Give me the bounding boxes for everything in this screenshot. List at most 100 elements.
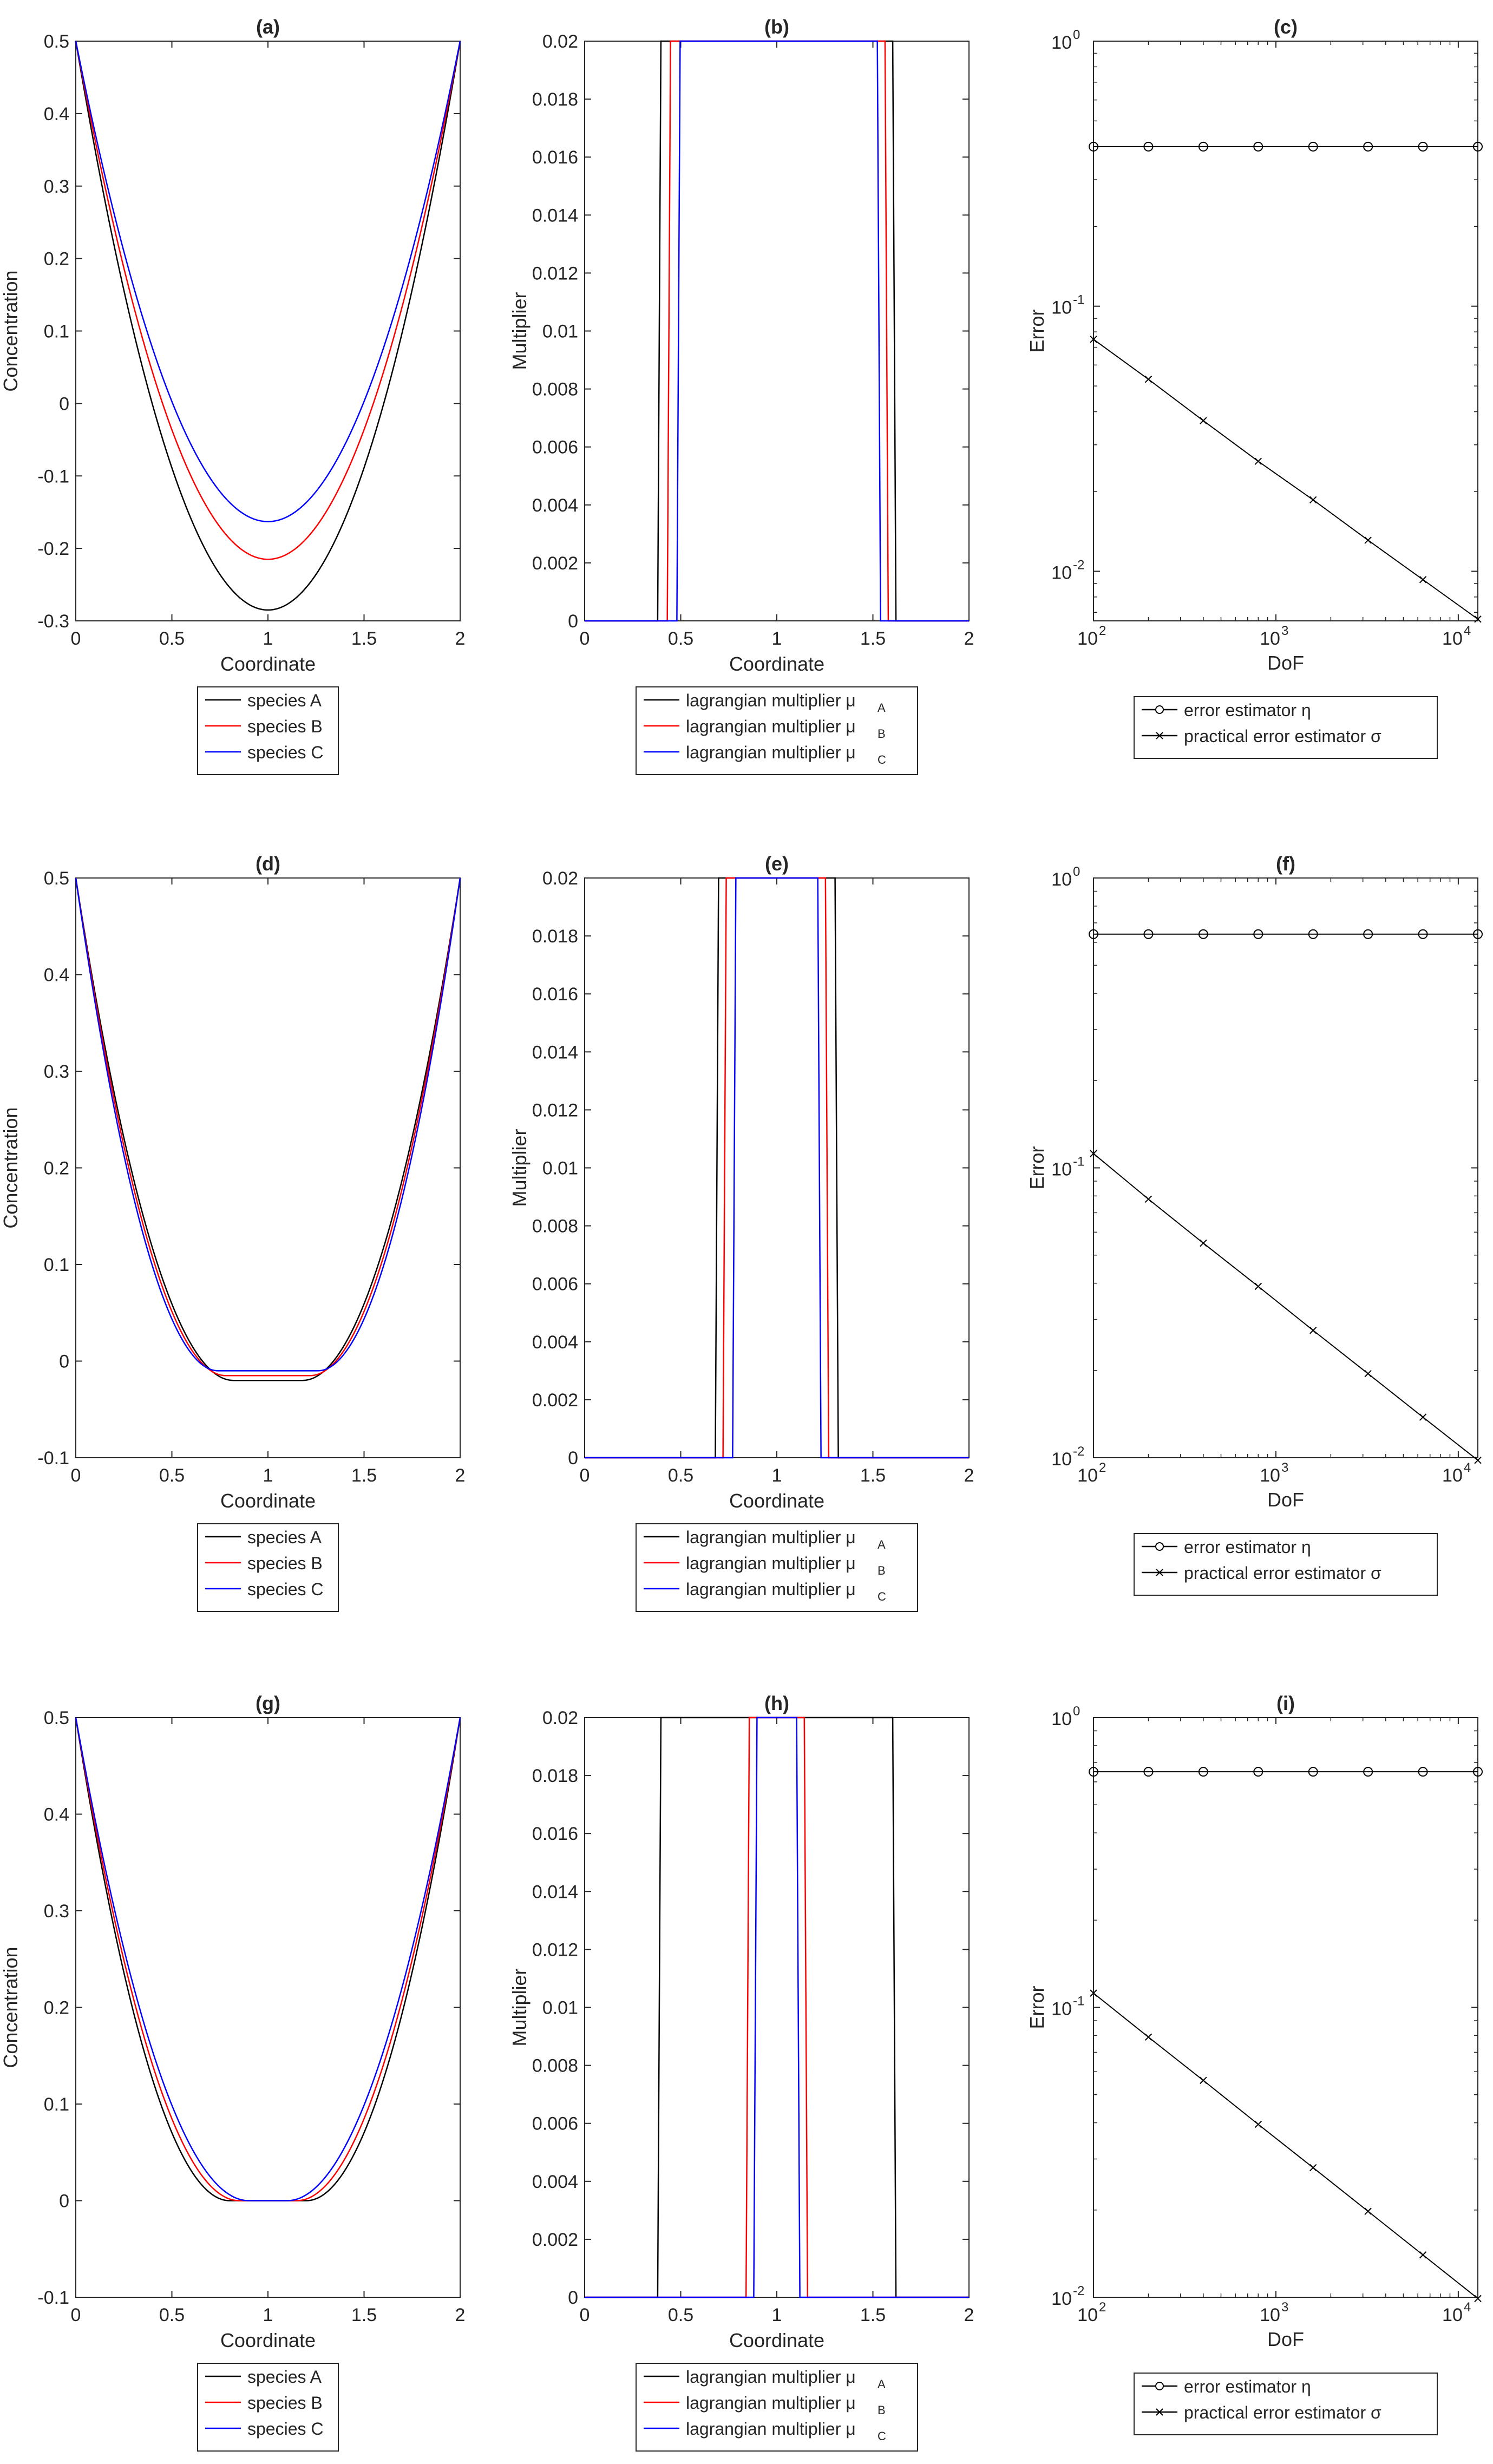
- legend-box: [197, 1523, 339, 1612]
- data-point-circle: [1418, 141, 1428, 152]
- legend-box: [197, 686, 339, 775]
- legend-label: species B: [247, 1554, 323, 1573]
- legend-subscript: B: [878, 727, 886, 740]
- y-tick-exponent: -2: [1073, 2284, 1084, 2298]
- data-point-circle: [1308, 141, 1318, 152]
- x-tick-exponent: 3: [1281, 2300, 1288, 2315]
- data-point-circle: [1143, 929, 1154, 939]
- legend-marker-circle: [1155, 705, 1164, 714]
- plot-area: [75, 1717, 461, 2298]
- legend-subscript: A: [878, 701, 886, 715]
- y-tick-label: 10: [1051, 32, 1072, 53]
- legend-label: lagrangian multiplier μ: [686, 1580, 856, 1599]
- legend-label: lagrangian multiplier μ: [686, 2367, 856, 2387]
- x-axis-label: Coordinate: [220, 653, 316, 675]
- y-axis-label: Concentration: [0, 1947, 22, 2068]
- legend-box: [636, 1523, 918, 1612]
- legend-label: species A: [247, 2367, 322, 2387]
- y-tick-label: 0.014: [532, 205, 578, 226]
- y-tick-label: 0: [59, 394, 69, 414]
- y-tick-label: 0.006: [532, 437, 578, 458]
- legend-label: lagrangian multiplier μ: [686, 2393, 856, 2413]
- y-tick-label: 0.012: [532, 263, 578, 284]
- plot-area: [1093, 41, 1478, 621]
- series-line-a: [75, 41, 461, 611]
- data-point-cross: [1090, 1150, 1097, 1157]
- series-line-c: [75, 41, 461, 522]
- y-tick-label: 0.2: [44, 1158, 69, 1179]
- legend-subscript: B: [878, 2403, 886, 2417]
- legend-label: error estimator η: [1184, 1537, 1311, 1557]
- chart-title: (i): [1276, 1692, 1295, 1714]
- y-tick-label: 0.008: [532, 1216, 578, 1237]
- x-tick-label: 0: [580, 628, 590, 649]
- series-line-c: [585, 877, 969, 1459]
- data-point-cross: [1309, 2164, 1317, 2172]
- data-point-circle: [1363, 141, 1373, 152]
- data-point-circle: [1198, 929, 1208, 939]
- y-tick-exponent: -2: [1073, 1444, 1084, 1459]
- y-tick-label: 0.018: [532, 1766, 578, 1786]
- x-tick-label: 1: [263, 628, 273, 649]
- x-tick-label: 1: [772, 628, 782, 649]
- chart-panel-h: (h) 0 0.5 1 1.5 2 0 0.002 0.004 0.006 0.008 0.01 0.0…: [508, 1692, 974, 2452]
- data-point-circle: [1089, 929, 1098, 939]
- y-tick-label: 0.2: [44, 1998, 69, 2019]
- data-point-circle: [1253, 141, 1263, 152]
- chart-panel-b: (b) 0 0.5 1 1.5 2 0 0.002 0.004 0.006 0.008 0.01 0.0…: [508, 16, 974, 775]
- legend-label: lagrangian multiplier μ: [686, 1554, 856, 1573]
- x-tick-exponent: 4: [1464, 624, 1471, 638]
- y-tick-label: -0.2: [37, 539, 69, 559]
- x-tick-label: 1: [263, 1465, 273, 1486]
- series-line-c: [585, 1716, 969, 2298]
- series-line-sigma: [1093, 1993, 1478, 2299]
- data-point-cross: [1419, 2251, 1427, 2259]
- chart-panel-d: (d)0 0.5 1 1.5 2-0.100.10.20.30.40.5Coordina…: [0, 853, 466, 1612]
- x-tick-exponent: 3: [1281, 624, 1288, 638]
- data-point-circle: [1143, 141, 1154, 152]
- y-tick-label: 10: [1051, 1449, 1072, 1470]
- legend-label: lagrangian multiplier μ: [686, 1528, 856, 1547]
- y-tick-label: -0.3: [37, 611, 69, 632]
- y-axis-label: Concentration: [0, 270, 22, 391]
- legend-marker-circle: [1155, 1542, 1164, 1551]
- x-tick-label: 0.5: [159, 1465, 185, 1486]
- y-tick-label: 0.3: [44, 176, 69, 197]
- x-tick-label: 0.5: [668, 2305, 693, 2325]
- y-tick-label: 0.5: [44, 1708, 69, 1728]
- x-tick-label: 2: [964, 1465, 974, 1486]
- legend-label: species A: [247, 691, 322, 710]
- legend: error estimator η practical error estimat…: [1134, 1533, 1438, 1596]
- x-tick-label: 0.5: [668, 628, 693, 649]
- legend-box: [197, 2363, 339, 2452]
- y-tick-label: 0.016: [532, 1824, 578, 1844]
- y-tick-label: 0.004: [532, 495, 578, 516]
- x-tick-label: 1.5: [351, 1465, 377, 1486]
- y-tick-label: 0: [568, 611, 578, 632]
- data-point-cross: [1090, 1989, 1097, 1997]
- legend-label: species B: [247, 717, 323, 736]
- y-tick-label: 0.4: [44, 965, 69, 986]
- y-axis-label: Concentration: [0, 1107, 22, 1228]
- x-tick-label: 2: [964, 2305, 974, 2325]
- series-line-b: [75, 877, 461, 1377]
- legend-box: [1134, 696, 1438, 759]
- legend-box: [636, 2363, 918, 2452]
- series-line-c: [75, 1717, 461, 2201]
- chart-panel-g: (g)0 0.5 1 1.5 2-0.100.10.20.30.40.5Coordina…: [0, 1692, 465, 2452]
- x-tick-label: 2: [455, 1465, 466, 1486]
- x-tick-label: 10: [1077, 2305, 1098, 2325]
- legend-label: lagrangian multiplier μ: [686, 743, 856, 762]
- chart-panel-e: (e) 0 0.5 1 1.5 2 0 0.002 0.004 0.006 0.008 0.01 0.0…: [508, 853, 974, 1612]
- data-point-cross: [1419, 1413, 1427, 1421]
- data-point-cross: [1309, 1327, 1317, 1334]
- x-tick-label: 2: [964, 628, 974, 649]
- data-point-circle: [1473, 929, 1483, 939]
- y-tick-label: 0.004: [532, 2172, 578, 2192]
- chart-title: (h): [764, 1692, 789, 1714]
- plot-area: [75, 877, 461, 1458]
